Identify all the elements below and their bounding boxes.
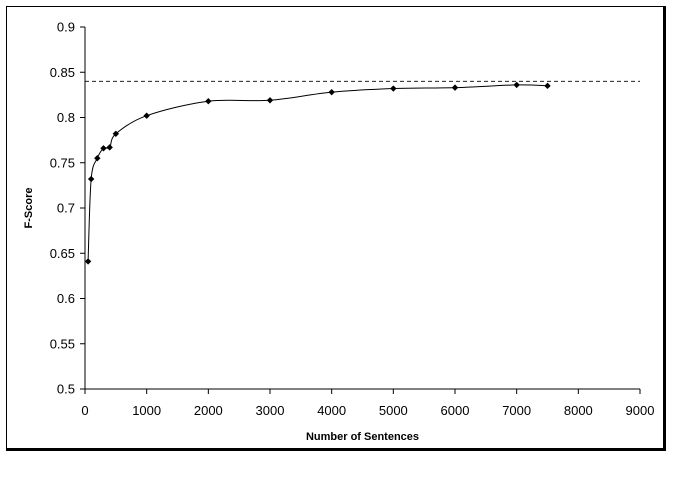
data-point-marker [143,112,150,119]
y-axis-label: F-Score [23,188,35,229]
y-tick-label: 0.7 [57,201,75,216]
x-tick-label: 2000 [194,403,223,418]
y-tick-label: 0.55 [50,336,75,351]
data-point-marker [544,82,551,90]
x-tick-label: 6000 [441,403,470,418]
x-tick-label: 0 [81,403,88,418]
x-tick-label: 8000 [564,403,593,418]
series-line [87,84,548,262]
data-point-marker [112,130,120,137]
x-tick-label: 4000 [317,403,346,418]
y-tick-label: 0.8 [57,110,75,125]
chart-frame [6,6,666,451]
x-axis-label: Number of Sentences [306,431,419,443]
data-point-marker [84,258,92,265]
data-point-marker [390,85,397,92]
series-markers [84,81,551,265]
y-tick-label: 0.6 [57,291,75,306]
y-tick-label: 0.9 [57,20,75,35]
data-point-marker [205,98,212,105]
data-point-marker [106,144,113,151]
x-tick-label: 3000 [256,403,285,418]
data-point-marker [94,155,101,162]
data-point-marker [328,88,335,96]
x-axis-ticks: 0 1000 2000 3000 4000 5000 6000 7000 8000 9000 [81,389,654,418]
y-tick-label: 0.5 [57,382,75,397]
data-point-marker [266,97,274,104]
data-point-marker [451,84,459,91]
y-tick-label: 0.85 [50,65,75,80]
y-tick-label: 0.65 [50,246,75,261]
y-tick-label: 0.75 [50,155,75,170]
data-point-marker [87,175,95,183]
x-tick-label: 1000 [132,403,161,418]
x-tick-label: 9000 [626,403,655,418]
x-tick-label: 7000 [502,403,531,418]
x-tick-label: 5000 [379,403,408,418]
data-point-marker [513,81,520,89]
data-point-marker [100,145,107,152]
y-axis-ticks: 0.5 0.55 0.6 0.65 0.7 0.75 0.8 0.85 0.9 [50,20,85,397]
